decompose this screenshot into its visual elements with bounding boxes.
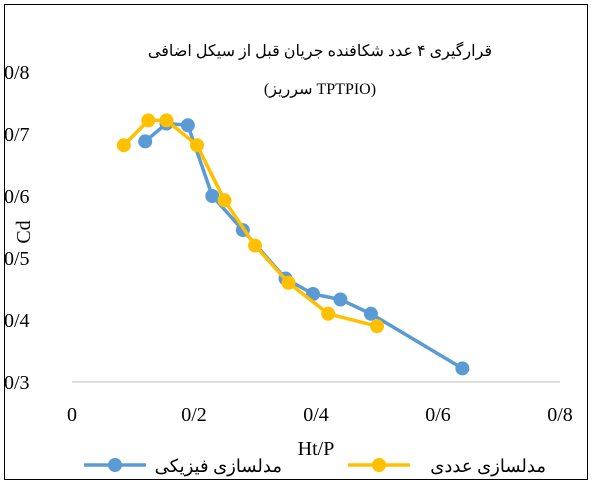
data-point <box>141 113 156 128</box>
chart-subtitle: (سرریز TPTPIO) <box>264 81 376 98</box>
y-tick-label: 0/8 <box>4 62 30 84</box>
x-tick-label: 0 <box>67 404 77 426</box>
y-tick-label: 0/5 <box>4 248 30 270</box>
series-line <box>144 121 464 370</box>
series-layer <box>116 113 470 376</box>
data-point <box>217 193 232 208</box>
legend: مدلسازی فیزیکی مدلسازی عددی <box>84 456 546 477</box>
data-point <box>116 138 131 153</box>
x-tick-label: 0/8 <box>547 404 573 426</box>
legend-swatch-marker <box>372 458 386 472</box>
legend-item-physical: مدلسازی فیزیکی <box>84 456 282 477</box>
data-point <box>159 113 174 128</box>
y-tick-label: 0/6 <box>4 186 30 208</box>
y-axis-title: Cd <box>13 220 35 243</box>
y-tick-label: 0/7 <box>4 124 30 146</box>
data-point <box>363 306 378 321</box>
x-tick-label: 0/2 <box>181 404 207 426</box>
data-point <box>138 134 153 149</box>
legend-item-numerical: مدلسازی عددی <box>348 456 546 477</box>
x-tick-labels: 0 0/2 0/4 0/6 0/8 <box>67 404 573 426</box>
data-point <box>455 361 470 376</box>
data-point <box>321 306 336 321</box>
x-axis-title: Ht/P <box>298 438 335 460</box>
x-tick-label: 0/4 <box>303 404 329 426</box>
x-tick-label: 0/6 <box>425 404 451 426</box>
legend-label-physical: مدلسازی فیزیکی <box>155 456 282 477</box>
data-point <box>333 292 348 307</box>
chart-title: قرارگیری ۴ عدد شکافنده جریان قبل از سیکل… <box>148 41 492 60</box>
y-tick-label: 0/4 <box>4 310 30 332</box>
data-point <box>248 238 262 253</box>
legend-label-numerical: مدلسازی عددی <box>430 456 546 477</box>
data-point <box>180 118 195 133</box>
legend-swatch-marker <box>108 458 122 472</box>
data-point <box>205 189 220 203</box>
chart-frame <box>4 4 588 480</box>
series-numerical <box>116 113 384 334</box>
y-tick-labels: 0/3 0/4 0/5 0/6 0/7 0/8 <box>4 62 30 394</box>
y-tick-label: 0/3 <box>4 372 30 394</box>
data-point <box>281 275 296 290</box>
series-physical <box>138 116 470 376</box>
data-point <box>190 138 204 153</box>
data-point <box>370 319 384 334</box>
